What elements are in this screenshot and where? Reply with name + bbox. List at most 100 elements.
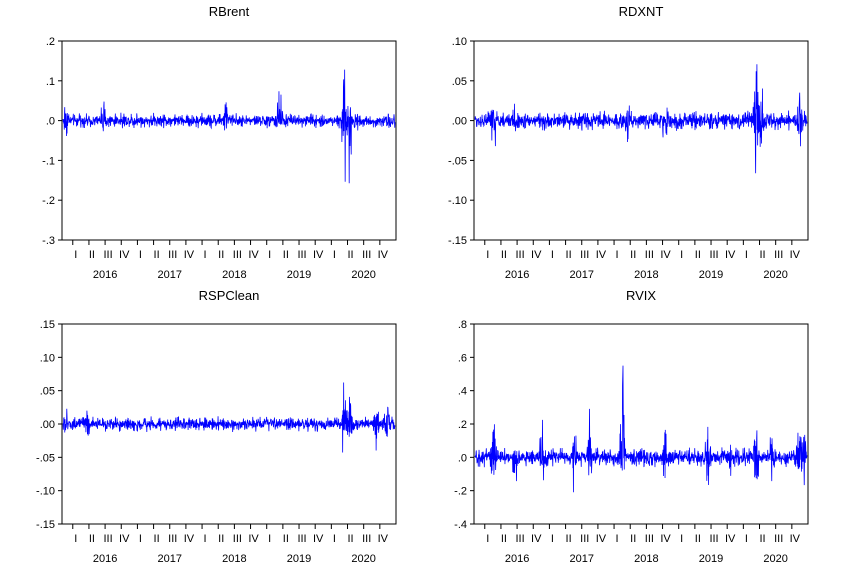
rspclean-quarter-label: III [297,533,306,545]
rvix-quarter-label: I [745,533,748,545]
rspclean-quarter-label: II [154,533,160,545]
rvix-ytick-label: -.2 [454,486,467,498]
rbrent-quarter-label: IV [119,249,130,261]
rbrent-quarter-label: IV [313,249,324,261]
rspclean-quarter-label: III [362,533,371,545]
rvix-ytick-label: -.4 [454,519,467,531]
rdxnt-quarter-label: IV [725,249,736,261]
rdxnt-quarter-label: I [680,249,683,261]
rdxnt-quarter-label: I [551,249,554,261]
rvix-quarter-label: III [709,533,718,545]
rspclean-ytick-label: .00 [40,419,55,431]
rvix-ytick-label: .2 [458,419,467,431]
rdxnt-ytick-label: .00 [452,116,467,128]
rbrent-quarter-label: II [283,249,289,261]
rbrent-year-label: 2020 [351,269,375,281]
rspclean-ytick-label: -.05 [36,452,55,464]
rdxnt-ytick-label: -.10 [448,195,467,207]
rspclean-year-label: 2016 [93,553,117,565]
rbrent-ytick-label: .0 [46,116,55,128]
rdxnt-ytick-label: -.05 [448,155,467,167]
rdxnt-quarter-label: IV [596,249,607,261]
rvix-quarter-label: II [759,533,765,545]
rdxnt-quarter-label: I [745,249,748,261]
rdxnt-quarter-label: IV [660,249,671,261]
rbrent-ytick-label: -.2 [42,195,55,207]
rvix-ytick-label: .6 [458,352,467,364]
rvix-plot-frame [473,323,809,525]
rbrent-quarter-label: I [204,249,207,261]
rspclean-year-label: 2019 [287,553,311,565]
rbrent-series-line [62,69,396,184]
rvix-quarter-label: I [486,533,489,545]
rvix-quarter-label: III [645,533,654,545]
rdxnt-quarter-label: III [774,249,783,261]
rdxnt-quarter-label: II [566,249,572,261]
rvix-quarter-label: IV [596,533,607,545]
rspclean-ytick-label: -.15 [36,519,55,531]
rspclean-quarter-label: I [139,533,142,545]
rspclean-year-label: 2017 [157,553,181,565]
rdxnt-ytick-label: -.15 [448,235,467,247]
rdxnt-quarter-label: II [759,249,765,261]
rspclean-quarter-label: II [347,533,353,545]
panel-rdxnt: RDXNT.10.05.00-.05-.10-.15I II III IV I II III… [448,4,809,281]
rbrent-year-label: 2019 [287,269,311,281]
rvix-year-label: 2019 [699,553,723,565]
rvix-year-label: 2016 [505,553,529,565]
rspclean-year-label: 2018 [222,553,246,565]
rvix-quarter-label: IV [531,533,542,545]
rvix-ytick-label: .8 [458,319,467,331]
rbrent-quarter-label: II [154,249,160,261]
rvix-quarter-label: II [695,533,701,545]
rbrent-year-label: 2016 [93,269,117,281]
rbrent-year-label: 2017 [157,269,181,281]
rvix-year-label: 2018 [634,553,658,565]
panel-rbrent: RBrent.2.1.0-.1-.2-.3I II III IV I II III IV I II… [42,4,397,281]
rspclean-ytick-label: .05 [40,386,55,398]
rvix-year-label: 2020 [763,553,787,565]
rspclean-year-label: 2020 [351,553,375,565]
rspclean-quarter-label: III [168,533,177,545]
rspclean-quarter-label: III [104,533,113,545]
rspclean-quarter-label: IV [313,533,324,545]
rspclean-title: RSPClean [199,288,260,303]
rvix-quarter-label: III [774,533,783,545]
rspclean-quarter-label: II [218,533,224,545]
rvix-title: RVIX [626,288,656,303]
rdxnt-quarter-label: II [695,249,701,261]
rbrent-quarter-label: I [268,249,271,261]
rdxnt-ytick-label: .10 [452,36,467,48]
rdxnt-series-line [474,64,808,174]
rvix-ytick-label: .4 [458,386,467,398]
rdxnt-quarter-label: II [630,249,636,261]
rspclean-ytick-label: -.10 [36,486,55,498]
rbrent-quarter-label: IV [184,249,195,261]
rbrent-quarter-label: III [168,249,177,261]
rbrent-title: RBrent [209,4,250,19]
rbrent-quarter-label: III [362,249,371,261]
rbrent-quarter-label: I [139,249,142,261]
rbrent-quarter-label: I [333,249,336,261]
rspclean-quarter-label: II [283,533,289,545]
panel-rspclean: RSPClean.15.10.05.00-.05-.10-.15I II III IV… [36,288,397,565]
rspclean-quarter-label: I [204,533,207,545]
rvix-ytick-label: .0 [458,452,467,464]
rvix-quarter-label: III [580,533,589,545]
rdxnt-year-label: 2020 [763,269,787,281]
rvix-quarter-label: I [551,533,554,545]
rdxnt-year-label: 2019 [699,269,723,281]
rdxnt-quarter-label: I [616,249,619,261]
rbrent-quarter-label: III [104,249,113,261]
panel-rvix: RVIX.8.6.4.2.0-.2-.4I II III IV I II III IV I II I… [454,288,809,565]
rspclean-quarter-label: I [268,533,271,545]
rspclean-series-line [62,382,396,453]
rbrent-quarter-label: II [218,249,224,261]
rspclean-quarter-label: I [333,533,336,545]
rvix-quarter-label: IV [660,533,671,545]
rbrent-ytick-label: -.3 [42,235,55,247]
rvix-quarter-label: IV [725,533,736,545]
rvix-series-line [474,365,808,493]
rbrent-ytick-label: .2 [46,36,55,48]
rvix-quarter-label: II [501,533,507,545]
